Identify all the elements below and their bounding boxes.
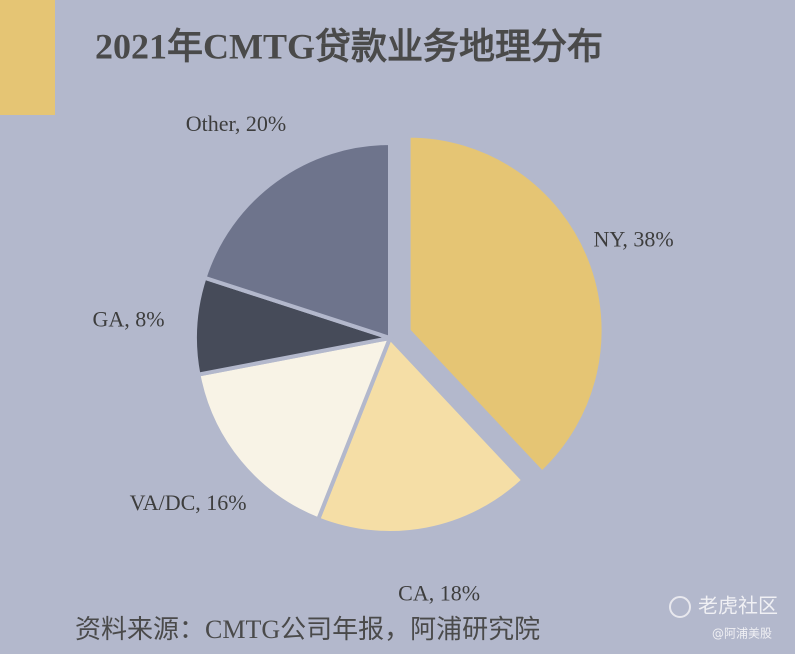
data-label: CA, 18%: [398, 580, 480, 605]
source-note: 资料来源：CMTG公司年报，阿浦研究院: [75, 615, 540, 644]
chart-title: 2021年CMTG贷款业务地理分布: [95, 26, 603, 66]
data-label: GA, 8%: [92, 307, 164, 332]
watermark-brand: 老虎社区: [698, 594, 778, 618]
pie-slice: [315, 334, 527, 535]
data-label: Other, 20%: [186, 111, 287, 136]
pie-slice: [406, 133, 606, 476]
pie-slice: [196, 335, 394, 522]
accent-block: [0, 0, 55, 115]
pie-slice: [202, 140, 392, 341]
watermark-author: @阿浦美股: [712, 627, 772, 641]
watermark-icon: [669, 596, 691, 618]
data-label: VA/DC, 16%: [130, 490, 247, 515]
data-label: NY, 38%: [593, 227, 673, 252]
pie: NY, 38% CA, 18% VA/DC, 16% GA, 8% Other, 20%: [92, 111, 673, 605]
